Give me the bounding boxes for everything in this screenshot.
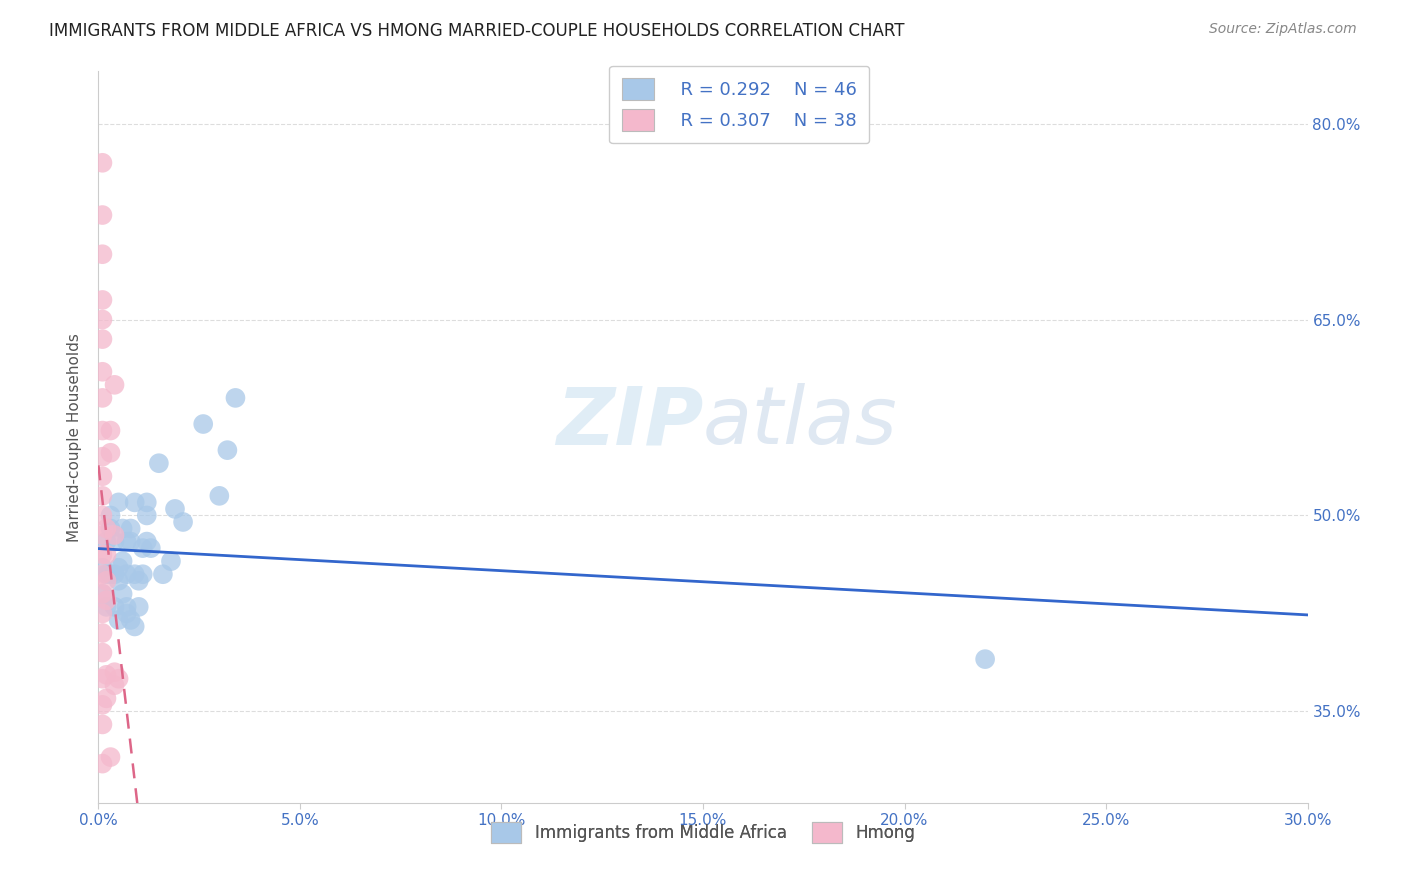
Point bbox=[115, 567, 138, 582]
Point bbox=[91, 587, 114, 601]
Point bbox=[224, 391, 246, 405]
Point bbox=[135, 495, 157, 509]
Point bbox=[91, 698, 114, 712]
Point bbox=[135, 508, 157, 523]
Point bbox=[91, 717, 114, 731]
Point bbox=[103, 665, 125, 680]
Point bbox=[107, 613, 129, 627]
Point bbox=[91, 567, 114, 582]
Point bbox=[115, 607, 138, 621]
Point bbox=[139, 541, 162, 555]
Point bbox=[100, 521, 122, 535]
Point bbox=[107, 574, 129, 588]
Legend: Immigrants from Middle Africa, Hmong: Immigrants from Middle Africa, Hmong bbox=[485, 815, 921, 849]
Point bbox=[91, 672, 114, 686]
Point bbox=[152, 567, 174, 582]
Point bbox=[96, 599, 118, 614]
Text: atlas: atlas bbox=[703, 384, 898, 461]
Point bbox=[100, 424, 122, 438]
Point bbox=[91, 424, 114, 438]
Point bbox=[120, 613, 142, 627]
Point bbox=[974, 652, 997, 666]
Point bbox=[111, 554, 134, 568]
Point bbox=[124, 567, 146, 582]
Point bbox=[124, 495, 146, 509]
Point bbox=[91, 469, 114, 483]
Point bbox=[91, 587, 114, 601]
Point bbox=[120, 521, 142, 535]
Point bbox=[160, 554, 183, 568]
Point bbox=[91, 560, 114, 574]
Point bbox=[115, 599, 138, 614]
Point bbox=[103, 534, 125, 549]
Point bbox=[103, 528, 125, 542]
Point bbox=[96, 574, 118, 588]
Point bbox=[172, 515, 194, 529]
Point bbox=[103, 567, 125, 582]
Text: Source: ZipAtlas.com: Source: ZipAtlas.com bbox=[1209, 22, 1357, 37]
Point bbox=[208, 489, 231, 503]
Point bbox=[91, 312, 114, 326]
Point bbox=[100, 508, 122, 523]
Point bbox=[111, 587, 134, 601]
Text: ZIP: ZIP bbox=[555, 384, 703, 461]
Point bbox=[96, 534, 118, 549]
Point bbox=[91, 391, 114, 405]
Point bbox=[128, 574, 150, 588]
Point bbox=[96, 521, 118, 535]
Y-axis label: Married-couple Households: Married-couple Households bbox=[67, 333, 83, 541]
Point bbox=[91, 332, 114, 346]
Point bbox=[217, 443, 239, 458]
Point bbox=[91, 508, 114, 523]
Point bbox=[103, 599, 125, 614]
Point bbox=[96, 691, 118, 706]
Point bbox=[96, 548, 118, 562]
Point bbox=[132, 567, 155, 582]
Point bbox=[107, 495, 129, 509]
Point bbox=[103, 377, 125, 392]
Point bbox=[91, 208, 114, 222]
Point bbox=[163, 502, 186, 516]
Point bbox=[107, 672, 129, 686]
Point bbox=[91, 155, 114, 169]
Point bbox=[124, 619, 146, 633]
Point bbox=[96, 667, 118, 681]
Point bbox=[132, 541, 155, 555]
Point bbox=[128, 599, 150, 614]
Point bbox=[96, 567, 118, 582]
Point bbox=[91, 489, 114, 503]
Point bbox=[96, 593, 118, 607]
Point bbox=[100, 567, 122, 582]
Point bbox=[120, 534, 142, 549]
Point bbox=[193, 417, 215, 431]
Point bbox=[107, 560, 129, 574]
Point bbox=[135, 534, 157, 549]
Point bbox=[111, 521, 134, 535]
Point bbox=[103, 678, 125, 692]
Point bbox=[91, 293, 114, 307]
Point bbox=[91, 646, 114, 660]
Point bbox=[91, 528, 114, 542]
Text: IMMIGRANTS FROM MIDDLE AFRICA VS HMONG MARRIED-COUPLE HOUSEHOLDS CORRELATION CHA: IMMIGRANTS FROM MIDDLE AFRICA VS HMONG M… bbox=[49, 22, 904, 40]
Point bbox=[91, 365, 114, 379]
Point bbox=[91, 548, 114, 562]
Point bbox=[100, 750, 122, 764]
Point bbox=[91, 247, 114, 261]
Point bbox=[91, 607, 114, 621]
Point bbox=[115, 534, 138, 549]
Point bbox=[91, 450, 114, 464]
Point bbox=[91, 756, 114, 771]
Point bbox=[91, 626, 114, 640]
Point bbox=[148, 456, 170, 470]
Point bbox=[100, 446, 122, 460]
